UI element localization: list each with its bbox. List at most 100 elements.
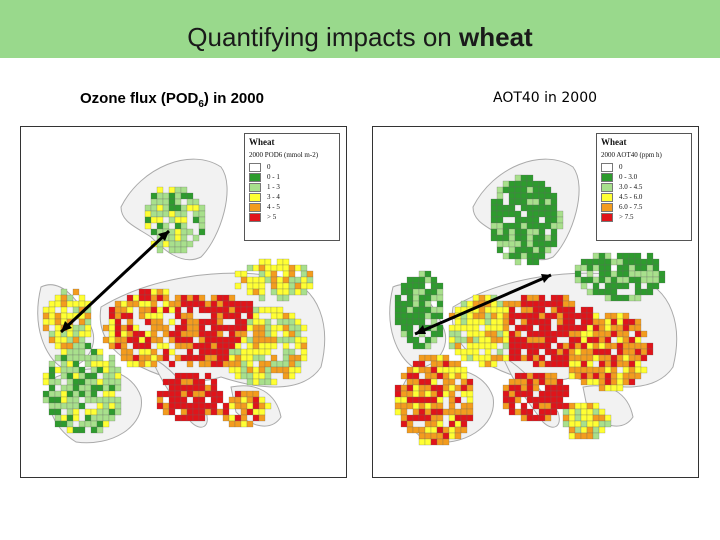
grid-cell: [120, 330, 128, 338]
grid-cell: [168, 234, 176, 242]
grid-cell: [216, 336, 224, 344]
grid-cell: [168, 390, 176, 398]
grid-cell: [222, 354, 230, 362]
grid-cell: [294, 264, 302, 272]
grid-cell: [484, 342, 492, 350]
grid-cell: [90, 420, 98, 428]
grid-cell: [568, 372, 576, 380]
grid-cell: [472, 324, 480, 332]
grid-cell: [646, 276, 654, 284]
grid-cell: [78, 378, 86, 386]
grid-cell: [258, 348, 266, 356]
grid-cell: [436, 330, 444, 338]
grid-cell: [430, 438, 438, 446]
grid-cell: [538, 186, 546, 194]
grid-cell: [192, 342, 200, 350]
grid-cell: [508, 336, 516, 344]
grid-cell: [204, 318, 212, 326]
grid-cell: [66, 300, 74, 308]
grid-cell: [538, 294, 546, 302]
grid-cell: [586, 402, 594, 410]
grid-cell: [174, 192, 182, 200]
title-bold: wheat: [459, 21, 533, 52]
grid-cell: [562, 342, 570, 350]
grid-cell: [282, 360, 290, 368]
grid-cell: [580, 258, 588, 266]
grid-cell: [568, 318, 576, 326]
grid-cell: [604, 360, 612, 368]
grid-cell: [520, 294, 528, 302]
grid-cell: [646, 348, 654, 356]
aot40-legend-title: Wheat: [601, 137, 627, 147]
grid-cell: [502, 306, 510, 314]
grid-cell: [478, 354, 486, 362]
grid-cell: [270, 276, 278, 284]
grid-cell: [198, 342, 206, 350]
grid-cell: [484, 336, 492, 344]
grid-cell: [300, 354, 308, 362]
grid-cell: [478, 306, 486, 314]
grid-cell: [198, 330, 206, 338]
grid-cell: [496, 324, 504, 332]
grid-cell: [484, 330, 492, 338]
grid-cell: [526, 204, 534, 212]
grid-cell: [162, 288, 170, 296]
grid-cell: [96, 396, 104, 404]
grid-cell: [222, 414, 230, 422]
grid-cell: [102, 378, 110, 386]
grid-cell: [406, 366, 414, 374]
grid-cell: [520, 240, 528, 248]
grid-cell: [604, 342, 612, 350]
grid-cell: [574, 312, 582, 320]
grid-cell: [96, 426, 104, 434]
grid-cell: [252, 354, 260, 362]
grid-cell: [490, 342, 498, 350]
grid-cell: [568, 420, 576, 428]
grid-cell: [598, 264, 606, 272]
grid-cell: [400, 414, 408, 422]
grid-cell: [550, 402, 558, 410]
grid-cell: [240, 300, 248, 308]
grid-cell: [412, 384, 420, 392]
grid-cell: [592, 378, 600, 386]
grid-cell: [610, 366, 618, 374]
grid-cell: [472, 312, 480, 320]
grid-cell: [562, 330, 570, 338]
grid-cell: [526, 252, 534, 260]
grid-cell: [264, 342, 272, 350]
grid-cell: [400, 288, 408, 296]
grid-cell: [72, 372, 80, 380]
grid-cell: [174, 222, 182, 230]
grid-cell: [424, 288, 432, 296]
pod6-legend-subtitle: 2000 POD6 (mmol m-2): [249, 151, 319, 159]
grid-cell: [430, 378, 438, 386]
grid-cell: [532, 180, 540, 188]
grid-cell: [288, 366, 296, 374]
grid-cell: [258, 366, 266, 374]
grid-cell: [478, 312, 486, 320]
aot40-legend-row: 0: [601, 162, 687, 172]
grid-cell: [520, 192, 528, 200]
grid-cell: [120, 312, 128, 320]
grid-cell: [228, 366, 236, 374]
grid-cell: [622, 360, 630, 368]
grid-cell: [550, 210, 558, 218]
grid-cell: [514, 372, 522, 380]
grid-cell: [114, 324, 122, 332]
grid-cell: [484, 318, 492, 326]
grid-cell: [48, 378, 56, 386]
grid-cell: [66, 360, 74, 368]
grid-cell: [418, 360, 426, 368]
grid-cell: [144, 354, 152, 362]
grid-cell: [258, 288, 266, 296]
grid-cell: [544, 234, 552, 242]
grid-cell: [108, 396, 116, 404]
grid-cell: [544, 312, 552, 320]
grid-cell: [78, 294, 86, 302]
grid-cell: [490, 324, 498, 332]
grid-cell: [282, 372, 290, 380]
grid-cell: [418, 408, 426, 416]
grid-cell: [114, 300, 122, 308]
